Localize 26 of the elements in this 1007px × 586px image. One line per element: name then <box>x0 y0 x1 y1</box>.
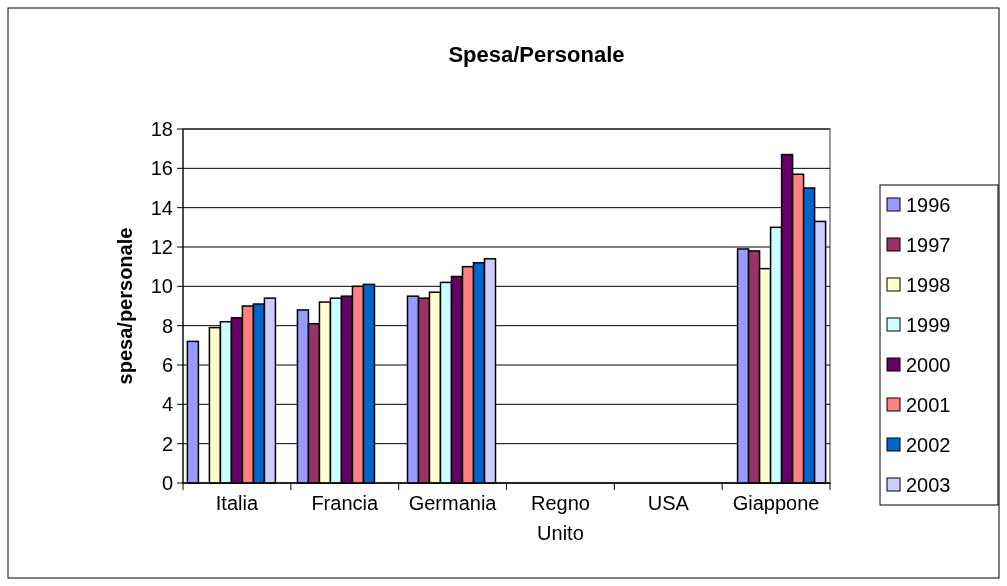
legend-label: 2002 <box>906 434 951 456</box>
x-tick-label: Germania <box>408 492 498 514</box>
y-tick-label: 16 <box>150 157 173 180</box>
legend-label: 1996 <box>906 194 951 216</box>
x-tick-label: USA <box>647 492 690 514</box>
y-tick-label: 4 <box>161 393 173 416</box>
legend-label: 1998 <box>906 274 951 296</box>
y-tick-label: 12 <box>150 236 173 258</box>
y-tick-label: 2 <box>161 432 173 455</box>
y-tick-label: 10 <box>150 275 173 298</box>
legend-label: 2000 <box>906 354 951 376</box>
x-tick-label: Giappone <box>732 492 820 514</box>
y-tick-label: 18 <box>150 118 173 140</box>
x-tick-label: Italia <box>215 492 259 514</box>
x-tick-label: Regno Unito <box>530 492 590 544</box>
y-tick-label: 6 <box>161 354 173 376</box>
legend-label: 1997 <box>906 234 951 256</box>
legend-label: 2001 <box>906 394 951 416</box>
y-tick-label: 14 <box>150 196 173 219</box>
legend-label: 1999 <box>906 314 951 336</box>
legend-label: 2003 <box>906 474 951 496</box>
y-tick-label: 8 <box>161 314 173 337</box>
chart-title: Spesa/Personale <box>448 42 625 67</box>
y-axis-title: spesa/personale <box>114 227 136 385</box>
x-tick-label: Francia <box>311 492 379 514</box>
y-tick-label: 0 <box>161 472 173 494</box>
